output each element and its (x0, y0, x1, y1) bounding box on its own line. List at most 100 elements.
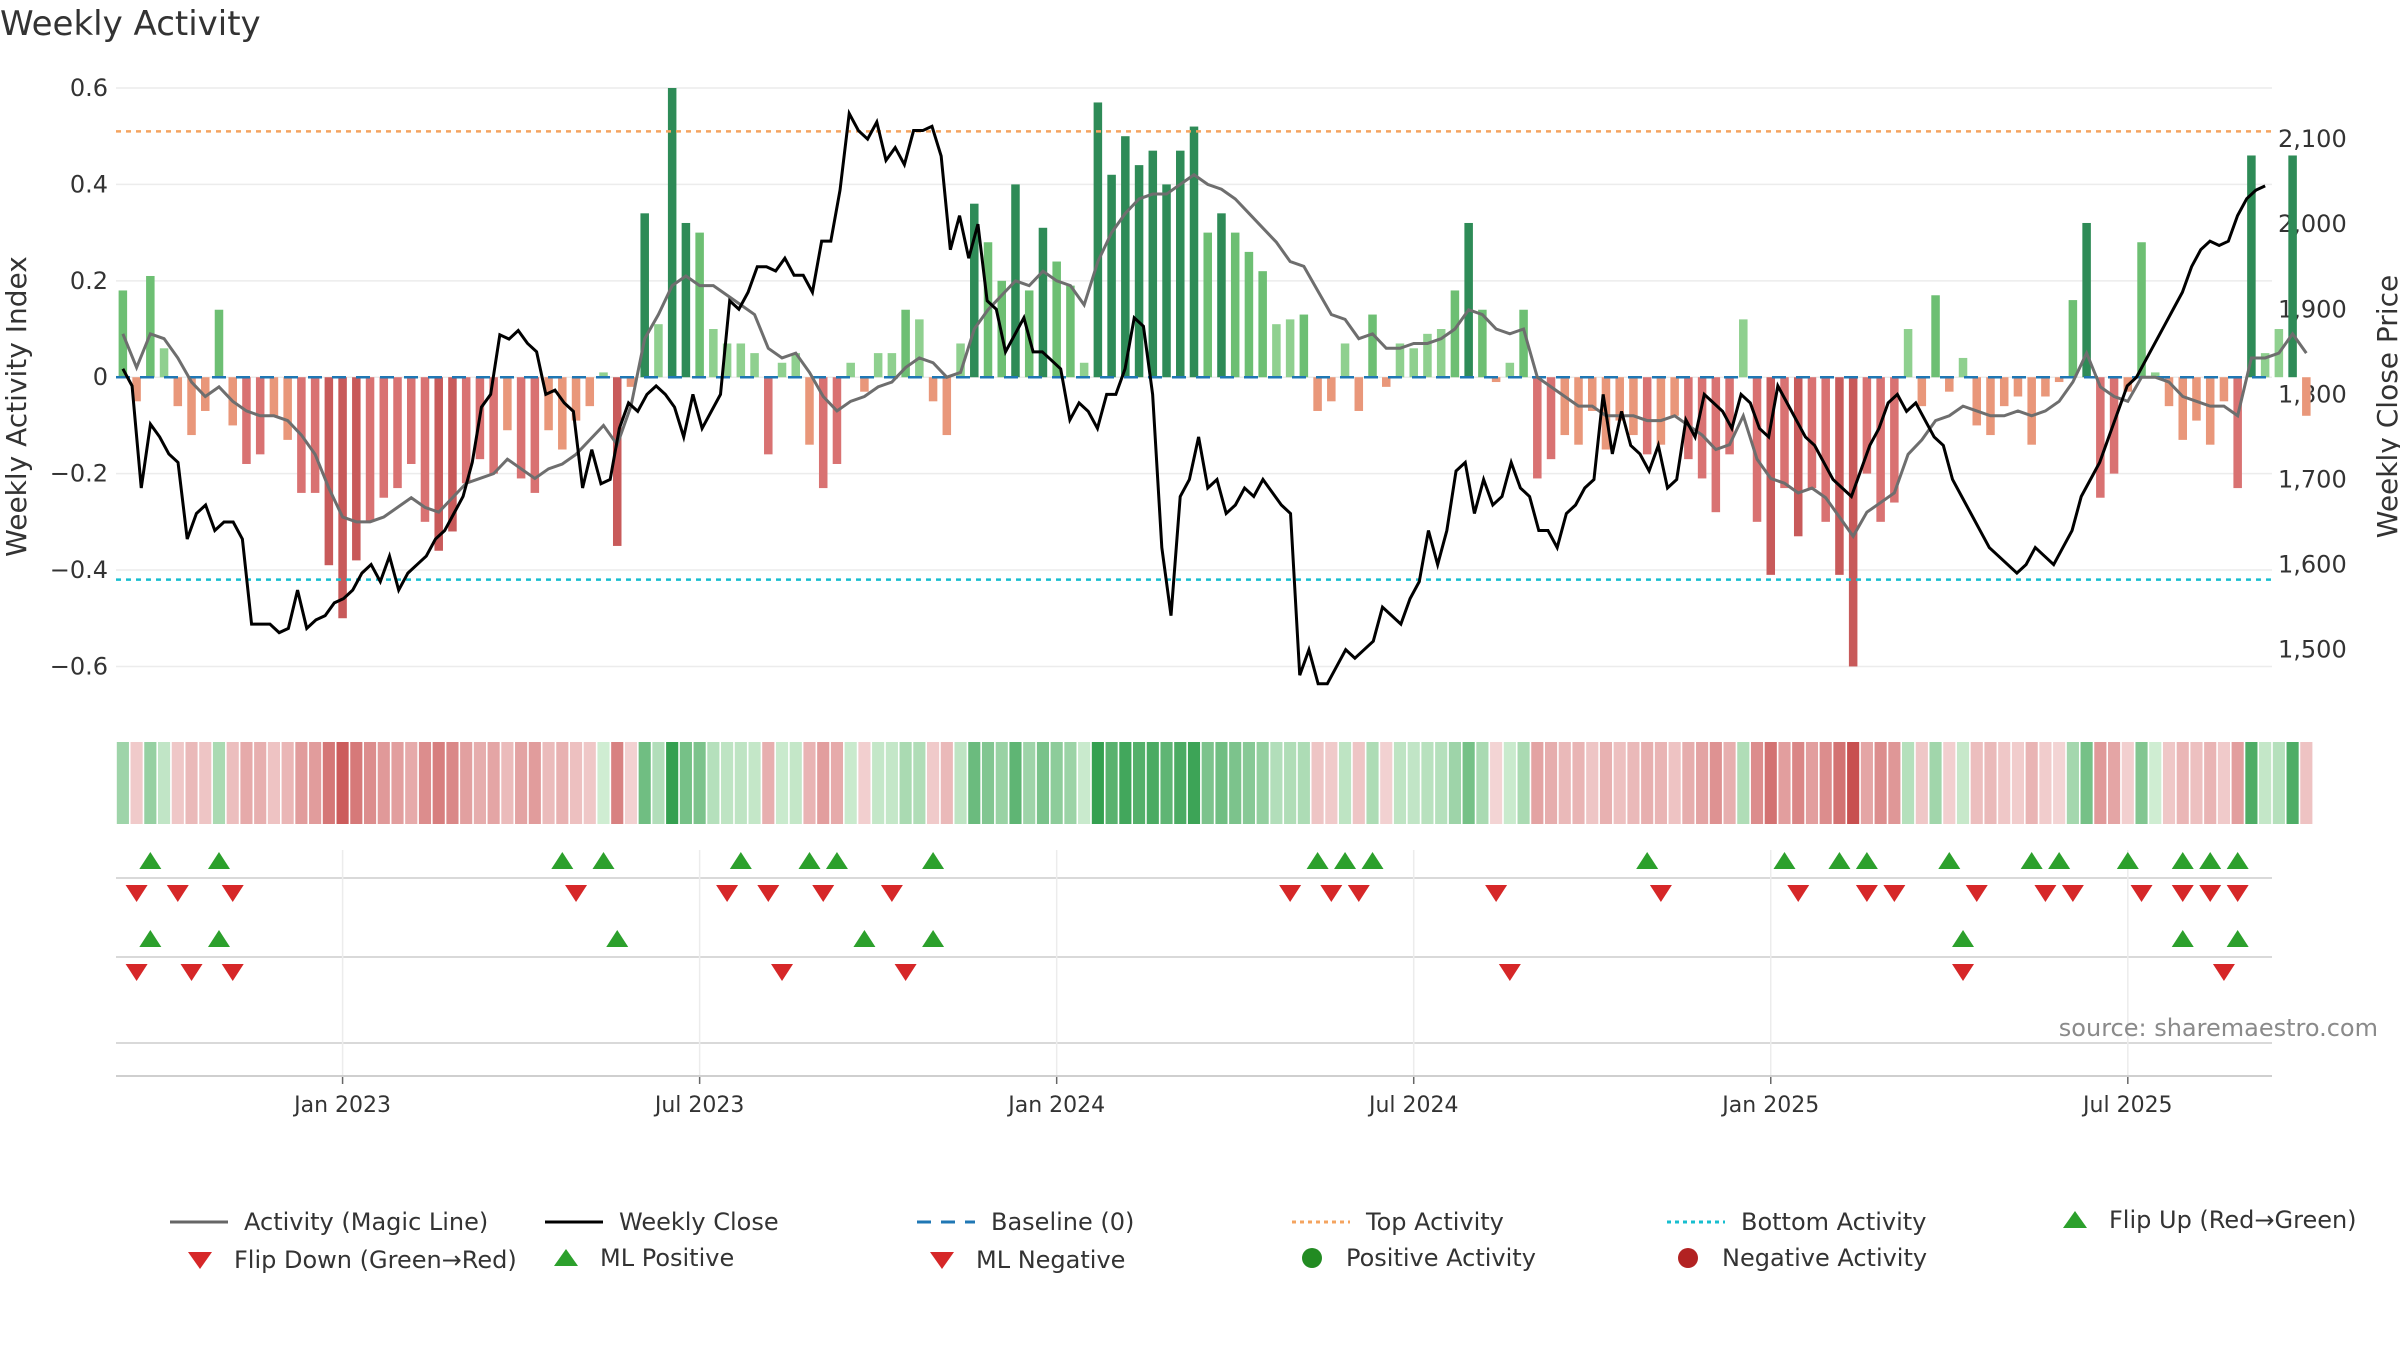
heat-cell (775, 742, 789, 824)
heat-cell (830, 742, 844, 824)
legend: Activity (Magic Line) Weekly Close Basel… (160, 1205, 2390, 1295)
heat-cell (350, 742, 363, 824)
legend-label: Flip Down (Green→Red) (234, 1246, 517, 1274)
activity-bar (2233, 377, 2242, 489)
heat-cell (995, 742, 1008, 824)
legend-label: Positive Activity (1346, 1244, 1536, 1272)
heat-cell (1366, 742, 1379, 824)
y-tick-label-left: 0 (93, 363, 108, 391)
flip-up-marker (2171, 852, 2194, 869)
activity-bar (736, 343, 746, 378)
activity-bar (1835, 377, 1844, 575)
activity-bar (324, 377, 334, 566)
heat-cell (1888, 742, 1901, 824)
flip-up-marker (922, 852, 945, 869)
activity-bar (1807, 377, 1817, 489)
y-tick-label-right: 1,800 (2278, 380, 2347, 408)
heat-cell (418, 742, 432, 824)
legend-label: Baseline (0) (991, 1208, 1135, 1236)
heat-cell (858, 742, 871, 824)
heat-cell (405, 742, 418, 824)
chart-area: 0.6 0.4 0.2 0 −0.2 −0.4 −0.6 2,100 2,000 1,900 1,8… (0, 74, 2400, 1118)
heat-cell (1119, 742, 1132, 824)
activity-bar (2192, 377, 2201, 421)
heat-cell (2066, 742, 2079, 824)
heat-cell (2135, 742, 2148, 824)
ml-negative-marker (1498, 964, 1521, 981)
heat-cell (1270, 742, 1283, 824)
heat-cell (199, 742, 212, 824)
heat-cell (1819, 742, 1832, 824)
activity-bar (1464, 222, 1473, 378)
heat-cell (638, 742, 651, 824)
chart-title: Weekly Activity (0, 4, 261, 44)
heat-cell (254, 742, 267, 824)
activity-bar (187, 377, 196, 436)
activity-bar (1450, 290, 1460, 378)
activity-bar (1684, 377, 1693, 460)
activity-bar (805, 377, 814, 445)
heat-cell (1984, 742, 1997, 824)
heat-cell (1036, 742, 1050, 824)
triangle-up-green-icon (2063, 1211, 2087, 1228)
activity-bar (640, 213, 649, 378)
y-tick-label-right: 2,100 (2278, 125, 2347, 153)
activity-bar (571, 377, 581, 421)
activity-bar (791, 353, 801, 378)
flip-down-marker (1787, 885, 1810, 902)
activity-bar (132, 377, 141, 402)
heat-cell (734, 742, 747, 824)
heat-cell (1187, 742, 1201, 824)
activity-bar (1903, 329, 1913, 378)
flip-down-marker (1279, 885, 1302, 902)
flip-up-marker (1636, 852, 1659, 869)
ml-negative-marker (894, 964, 917, 981)
flip-up-marker (1773, 852, 1796, 869)
heat-cell (556, 742, 569, 824)
activity-bar (1478, 309, 1487, 378)
activity-bar (269, 377, 279, 416)
heat-cell (1490, 742, 1503, 824)
flip-down-marker (221, 885, 244, 902)
heat-cell (2272, 742, 2285, 824)
activity-bar (2288, 155, 2297, 378)
activity-bar (599, 372, 608, 378)
flip-down-marker (2034, 885, 2057, 902)
flip-up-marker (798, 852, 821, 869)
heat-cell (460, 742, 473, 824)
activity-bar (1821, 377, 1830, 522)
x-tick-label: Jan 2025 (1720, 1093, 1819, 1118)
heat-cell (885, 742, 898, 824)
heat-cell (762, 742, 775, 824)
activity-bar (1409, 348, 1418, 378)
heat-cell (295, 742, 308, 824)
activity-bar (818, 377, 828, 489)
heat-cell (569, 742, 583, 824)
activity-bar (1890, 377, 1899, 503)
activity-bar (709, 329, 718, 378)
heat-cell (899, 742, 912, 824)
y-tick-label-left: 0.2 (70, 267, 108, 295)
y-tick-label-right: 1,700 (2278, 465, 2347, 493)
activity-bar (695, 232, 704, 378)
heat-cell (1448, 742, 1461, 824)
x-tick-label: Jul 2023 (653, 1093, 745, 1118)
heat-cell (391, 742, 404, 824)
activity-bar (2302, 377, 2311, 416)
heat-cell (528, 742, 541, 824)
heat-cell (1750, 742, 1764, 824)
flip-down-marker (812, 885, 835, 902)
activity-bar (1381, 377, 1391, 387)
activity-bar (1258, 271, 1267, 378)
triangle-down-red-icon (188, 1252, 212, 1269)
activity-bar (667, 88, 677, 378)
activity-bar (2027, 377, 2036, 445)
activity-bar (1217, 213, 1226, 378)
heat-cell (1544, 742, 1558, 824)
activity-bar (1162, 184, 1171, 378)
heat-cell (1737, 742, 1750, 824)
heat-cell (1380, 742, 1393, 824)
heat-cell (322, 742, 335, 824)
flip-up-marker (825, 852, 848, 869)
heat-cell (1078, 742, 1091, 824)
